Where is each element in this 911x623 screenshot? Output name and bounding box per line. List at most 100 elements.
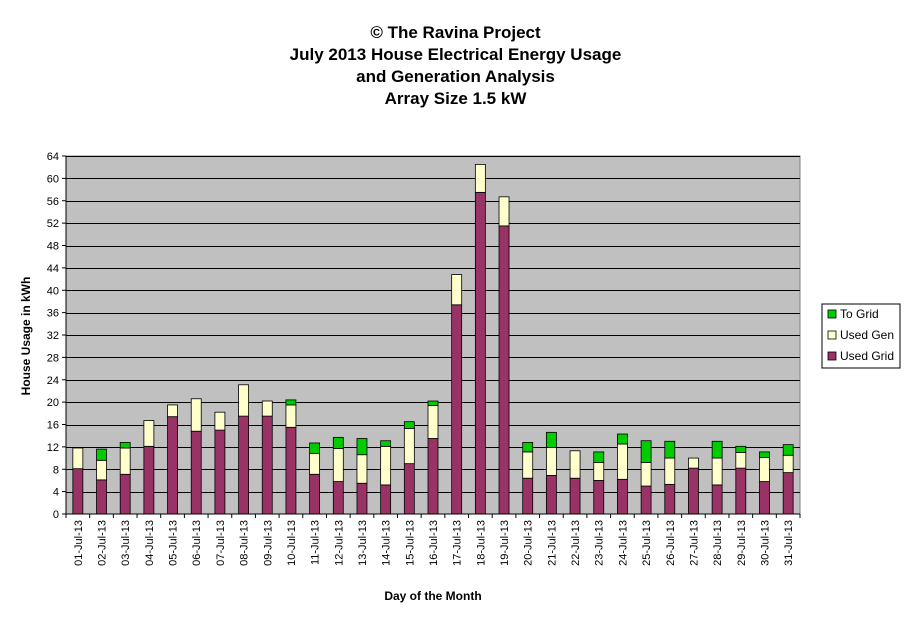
- bar-used-grid: [143, 445, 155, 515]
- y-tick-label: 64: [47, 151, 59, 163]
- bar-used-gen: [498, 196, 510, 227]
- bar-to-grid: [309, 442, 321, 454]
- legend-label-used-gen: Used Gen: [840, 328, 894, 342]
- y-tick-label: 4: [53, 487, 59, 499]
- bar-used-gen: [451, 274, 463, 306]
- bar-used-grid: [569, 477, 581, 515]
- bar-used-grid: [261, 415, 273, 515]
- y-tick-label: 12: [47, 442, 59, 454]
- bar-used-grid: [119, 473, 131, 515]
- bar-to-grid: [735, 445, 747, 453]
- bar-used-grid: [451, 304, 463, 515]
- bar-used-gen: [427, 405, 439, 439]
- bar-used-grid: [688, 467, 699, 515]
- bar-used-gen: [167, 404, 178, 418]
- bar-used-grid: [167, 416, 178, 515]
- bar-used-grid: [72, 468, 84, 515]
- x-tick-label: 02-Jul-13: [97, 520, 109, 566]
- x-tick-label: 29-Jul-13: [736, 520, 748, 566]
- x-tick-label: 19-Jul-13: [499, 520, 511, 566]
- bar-used-grid: [545, 475, 557, 515]
- legend-swatch-to-grid: [827, 309, 837, 319]
- chart-title-line-1: © The Ravina Project: [370, 23, 541, 42]
- x-tick-label: 25-Jul-13: [641, 520, 653, 566]
- y-tick-label: 44: [47, 263, 59, 275]
- bar-used-gen: [688, 457, 699, 469]
- bar-used-gen: [332, 448, 344, 482]
- legend-swatch-used-gen: [827, 330, 837, 340]
- x-tick-label: 30-Jul-13: [759, 520, 771, 566]
- x-tick-label: 06-Jul-13: [191, 520, 203, 566]
- chart-title-line-4: Array Size 1.5 kW: [384, 89, 527, 108]
- bar-used-grid: [617, 478, 628, 515]
- bar-used-grid: [427, 438, 439, 515]
- bars: [72, 163, 794, 515]
- x-tick-label: 03-Jul-13: [120, 520, 132, 566]
- axes: 048121620242832364044485256606401-Jul-13…: [47, 151, 801, 566]
- legend-swatch-used-grid: [827, 351, 837, 361]
- bar-to-grid: [711, 440, 723, 459]
- bar-used-gen: [119, 447, 131, 475]
- x-tick-label: 28-Jul-13: [712, 520, 724, 566]
- bar-used-gen: [190, 398, 202, 432]
- x-tick-label: 14-Jul-13: [381, 520, 393, 566]
- bar-used-grid: [96, 479, 107, 515]
- bar-used-grid: [711, 484, 723, 515]
- x-tick-label: 13-Jul-13: [357, 520, 369, 566]
- bar-used-gen: [664, 457, 676, 485]
- x-tick-label: 17-Jul-13: [452, 520, 464, 566]
- x-tick-label: 31-Jul-13: [783, 520, 795, 566]
- bar-used-grid: [498, 225, 510, 515]
- bar-used-grid: [782, 472, 794, 515]
- bar-used-gen: [356, 454, 368, 484]
- y-tick-label: 56: [47, 196, 59, 208]
- y-tick-label: 60: [47, 173, 59, 185]
- bar-used-grid: [403, 463, 415, 515]
- x-tick-label: 12-Jul-13: [333, 520, 345, 566]
- bar-used-grid: [214, 429, 226, 515]
- bar-used-gen: [759, 457, 770, 482]
- x-tick-label: 21-Jul-13: [546, 520, 558, 566]
- bar-used-gen: [403, 428, 415, 465]
- bar-to-grid: [593, 451, 605, 463]
- bar-used-gen: [569, 450, 581, 479]
- bar-to-grid: [522, 441, 534, 453]
- bar-to-grid: [380, 440, 392, 447]
- y-tick-label: 28: [47, 352, 59, 364]
- x-tick-label: 16-Jul-13: [428, 520, 440, 566]
- bar-used-grid: [759, 481, 770, 515]
- chart-title-line-2: July 2013 House Electrical Energy Usage: [289, 45, 622, 64]
- bar-used-gen: [72, 447, 84, 470]
- legend-label-used-grid: Used Grid: [840, 349, 894, 363]
- bar-to-grid: [285, 399, 297, 406]
- x-tick-label: 08-Jul-13: [239, 520, 251, 566]
- bar-used-gen: [711, 457, 723, 486]
- x-tick-label: 15-Jul-13: [404, 520, 416, 566]
- y-tick-label: 20: [47, 397, 59, 409]
- bar-used-gen: [782, 454, 794, 474]
- bar-used-gen: [545, 447, 557, 476]
- x-tick-label: 22-Jul-13: [570, 520, 582, 566]
- y-tick-label: 36: [47, 308, 59, 320]
- bar-used-grid: [309, 473, 321, 515]
- legend: To Grid Used Gen Used Grid: [821, 303, 901, 369]
- bar-used-gen: [735, 452, 747, 469]
- bar-to-grid: [640, 440, 652, 463]
- y-tick-label: 40: [47, 285, 59, 297]
- bar-to-grid: [356, 438, 368, 456]
- bar-to-grid: [403, 421, 415, 429]
- x-tick-label: 07-Jul-13: [215, 520, 227, 566]
- chart-title-line-3: and Generation Analysis: [356, 67, 555, 86]
- x-tick-label: 23-Jul-13: [594, 520, 606, 566]
- bar-to-grid: [427, 400, 439, 406]
- bar-used-grid: [640, 485, 652, 515]
- y-tick-label: 0: [53, 509, 59, 521]
- bar-used-grid: [238, 415, 249, 515]
- x-tick-label: 09-Jul-13: [262, 520, 274, 566]
- x-tick-label: 20-Jul-13: [523, 520, 535, 566]
- bar-to-grid: [664, 440, 676, 459]
- x-tick-label: 26-Jul-13: [665, 520, 677, 566]
- x-axis-title: Day of the Month: [384, 589, 481, 603]
- y-tick-label: 24: [47, 375, 59, 387]
